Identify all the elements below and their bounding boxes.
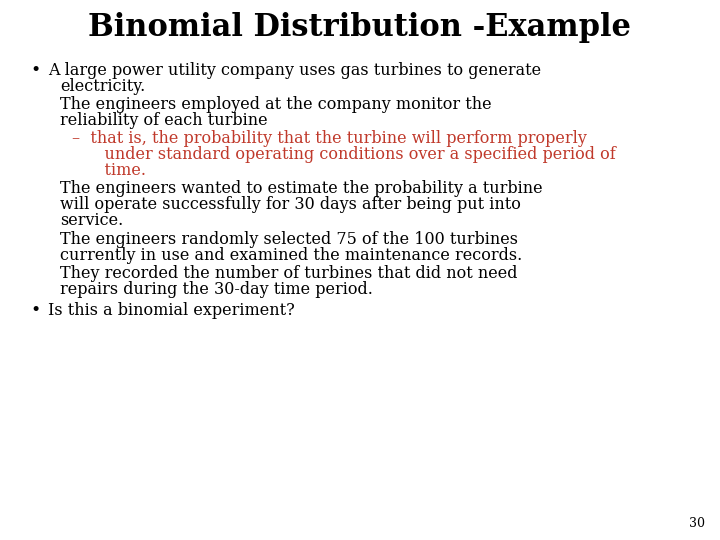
Text: under standard operating conditions over a specified period of: under standard operating conditions over…: [84, 146, 616, 163]
Text: A large power utility company uses gas turbines to generate: A large power utility company uses gas t…: [48, 62, 541, 79]
Text: Is this a binomial experiment?: Is this a binomial experiment?: [48, 302, 294, 319]
Text: 30: 30: [689, 517, 705, 530]
Text: –  that is, the probability that the turbine will perform properly: – that is, the probability that the turb…: [72, 130, 587, 147]
Text: Binomial Distribution -Example: Binomial Distribution -Example: [89, 12, 631, 43]
Text: They recorded the number of turbines that did not need: They recorded the number of turbines tha…: [60, 265, 518, 282]
Text: currently in use and examined the maintenance records.: currently in use and examined the mainte…: [60, 247, 522, 264]
Text: will operate successfully for 30 days after being put into: will operate successfully for 30 days af…: [60, 197, 521, 213]
Text: The engineers employed at the company monitor the: The engineers employed at the company mo…: [60, 97, 492, 113]
Text: The engineers randomly selected 75 of the 100 turbines: The engineers randomly selected 75 of th…: [60, 231, 518, 248]
Text: •: •: [30, 62, 40, 79]
Text: service.: service.: [60, 212, 123, 230]
Text: The engineers wanted to estimate the probability a turbine: The engineers wanted to estimate the pro…: [60, 180, 543, 198]
Text: reliability of each turbine: reliability of each turbine: [60, 112, 268, 130]
Text: •: •: [30, 302, 40, 319]
Text: repairs during the 30-day time period.: repairs during the 30-day time period.: [60, 281, 373, 298]
Text: time.: time.: [84, 162, 146, 179]
Text: electricity.: electricity.: [60, 78, 145, 95]
